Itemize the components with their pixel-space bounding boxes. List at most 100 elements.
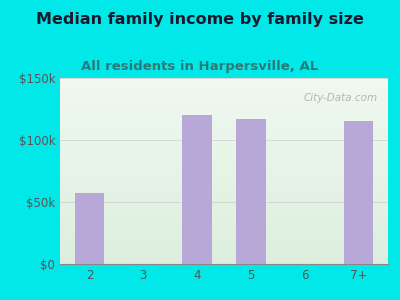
Bar <box>60 86 388 87</box>
Bar <box>60 165 388 166</box>
Bar <box>60 115 388 116</box>
Bar <box>60 261 388 262</box>
Bar <box>60 122 388 123</box>
Bar <box>60 79 388 80</box>
Bar <box>60 120 388 121</box>
Bar <box>60 184 388 185</box>
Bar <box>60 141 388 142</box>
Bar <box>60 167 388 168</box>
Bar <box>60 252 388 253</box>
Bar <box>60 251 388 252</box>
Bar <box>60 82 388 83</box>
Bar <box>60 224 388 225</box>
Bar <box>60 212 388 213</box>
Bar <box>60 227 388 228</box>
Bar <box>60 219 388 220</box>
Bar <box>60 159 388 160</box>
Bar <box>60 225 388 226</box>
Bar <box>60 263 388 264</box>
Bar <box>75 193 104 264</box>
Bar <box>60 140 388 141</box>
Bar <box>60 78 388 79</box>
Bar <box>60 145 388 146</box>
Bar <box>60 191 388 192</box>
Bar <box>60 84 388 85</box>
Bar <box>60 101 388 102</box>
Bar <box>60 187 388 188</box>
Bar <box>60 129 388 130</box>
Bar <box>60 205 388 206</box>
Bar <box>60 124 388 125</box>
Bar <box>60 85 388 86</box>
Bar <box>60 110 388 111</box>
Bar <box>60 133 388 134</box>
Bar <box>60 206 388 207</box>
Bar <box>60 90 388 91</box>
Bar <box>60 220 388 221</box>
Bar <box>60 190 388 191</box>
Bar <box>60 89 388 90</box>
Bar <box>60 132 388 133</box>
Bar <box>60 174 388 175</box>
Bar <box>60 137 388 138</box>
Bar <box>60 118 388 119</box>
Bar <box>60 128 388 129</box>
Bar <box>60 201 388 202</box>
Bar <box>60 247 388 248</box>
Bar <box>60 143 388 144</box>
Bar <box>60 244 388 245</box>
Bar <box>60 149 388 150</box>
Bar <box>60 240 388 241</box>
Bar <box>60 106 388 107</box>
Bar <box>60 121 388 122</box>
Bar <box>60 243 388 244</box>
Bar <box>60 235 388 236</box>
Bar <box>60 216 388 217</box>
Bar <box>60 148 388 149</box>
Bar <box>60 223 388 224</box>
Bar <box>60 213 388 214</box>
Bar <box>60 151 388 152</box>
Bar <box>60 188 388 189</box>
Bar <box>60 154 388 155</box>
Bar <box>60 142 388 143</box>
Bar <box>60 253 388 254</box>
Bar <box>60 103 388 104</box>
Bar <box>60 226 388 227</box>
Bar <box>60 198 388 199</box>
Bar <box>60 138 388 140</box>
Bar <box>60 163 388 164</box>
Bar <box>60 257 388 258</box>
Bar <box>60 185 388 186</box>
Bar <box>60 207 388 208</box>
Bar <box>60 96 388 97</box>
Bar <box>60 192 388 193</box>
Bar <box>60 156 388 157</box>
Bar <box>60 189 388 190</box>
Bar <box>60 221 388 222</box>
Bar <box>60 80 388 81</box>
Bar <box>60 214 388 215</box>
Bar <box>60 197 388 198</box>
Bar <box>60 98 388 99</box>
Bar <box>60 179 388 180</box>
Bar <box>60 85 388 86</box>
Bar <box>60 238 388 239</box>
Bar <box>60 232 388 233</box>
Bar <box>60 234 388 235</box>
Bar <box>60 255 388 256</box>
Bar <box>60 218 388 219</box>
Bar <box>60 108 388 109</box>
Bar <box>60 209 388 210</box>
Bar <box>60 104 388 105</box>
Bar <box>60 164 388 165</box>
Bar <box>60 146 388 147</box>
Bar <box>60 152 388 153</box>
Bar <box>60 150 388 151</box>
Bar <box>60 241 388 242</box>
Bar <box>60 233 388 234</box>
Bar <box>60 176 388 177</box>
Bar <box>60 199 388 200</box>
Bar <box>60 180 388 181</box>
Bar <box>60 246 388 247</box>
